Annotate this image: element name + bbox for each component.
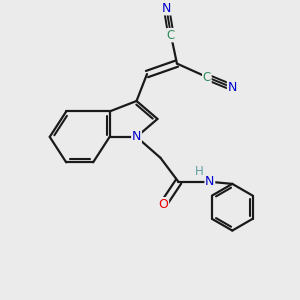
Text: N: N <box>228 81 237 94</box>
Text: O: O <box>158 198 168 211</box>
Text: C: C <box>167 28 175 42</box>
Text: H: H <box>195 165 204 178</box>
Text: N: N <box>162 2 171 15</box>
Text: C: C <box>203 70 211 83</box>
Text: N: N <box>205 175 214 188</box>
Text: N: N <box>132 130 141 143</box>
